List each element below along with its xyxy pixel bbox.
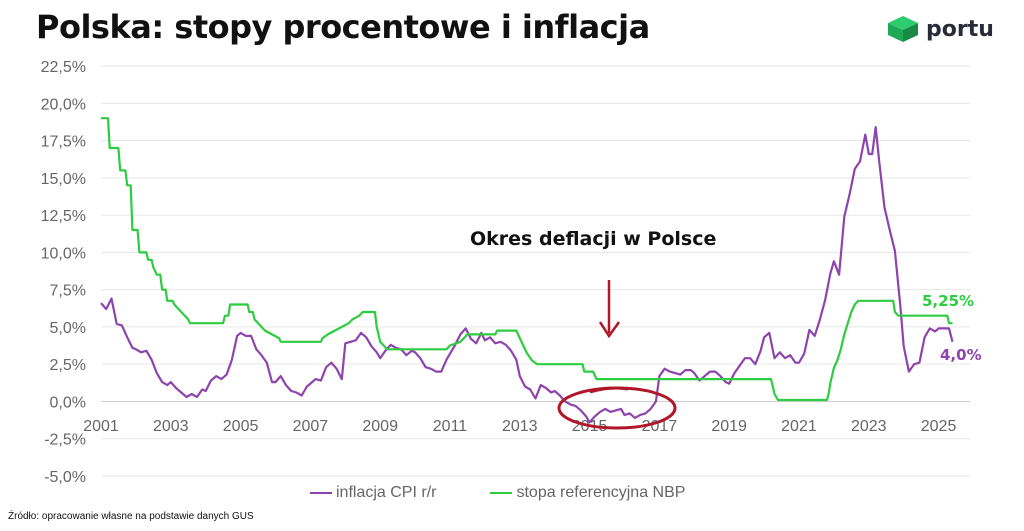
- x-tick-label: 2003: [153, 418, 189, 435]
- x-tick-label: 2001: [83, 418, 119, 435]
- x-tick-label: 2019: [711, 418, 747, 435]
- series-line-rate: [101, 117, 953, 402]
- x-axis: 2001 2003 2005 2007 2009 2011 2013 2015 2017 2019…: [83, 418, 956, 435]
- y-tick-label: 20,0%: [41, 96, 86, 113]
- x-tick-label: 2011: [433, 418, 468, 435]
- logo-text: portu: [926, 16, 994, 42]
- series-group: [100, 117, 954, 424]
- x-tick-label: 2017: [642, 418, 678, 435]
- annotation-text: Okres deflacji w Polsce: [470, 228, 716, 250]
- x-tick-label: 2013: [502, 418, 538, 435]
- x-tick-label: 2009: [362, 418, 398, 435]
- legend-label-cpi: inflacja CPI r/r: [336, 484, 437, 501]
- deflation-arrow-head: [598, 321, 621, 339]
- deflation-circle-tail: [589, 386, 629, 394]
- series-line-cpi: [100, 126, 954, 424]
- page-title: Polska: stopy procentowe i inflacja: [36, 8, 650, 46]
- y-tick-label: 17,5%: [41, 134, 86, 151]
- legend: inflacja CPI r/r stopa referencyjna NBP: [310, 484, 685, 502]
- cpi-end-label: 4,0%: [940, 346, 982, 364]
- y-tick-label: 15,0%: [41, 171, 86, 188]
- y-axis: 22,5% 20,0% 17,5% 15,0% 12,5% 10,0% 7,5% 5,0% 2,…: [41, 59, 86, 486]
- y-tick-label: 2,5%: [50, 357, 86, 374]
- y-tick-label: 5,0%: [50, 320, 86, 337]
- legend-swatch-cpi: [310, 492, 332, 494]
- x-tick-label: 2023: [851, 418, 887, 435]
- y-tick-label: -2,5%: [44, 432, 86, 449]
- legend-item-rate: stopa referencyjna NBP: [490, 484, 685, 502]
- y-tick-label: 22,5%: [41, 59, 86, 76]
- cube-icon: [888, 16, 918, 42]
- rate-end-label: 5,25%: [922, 292, 974, 310]
- legend-item-cpi: inflacja CPI r/r: [310, 484, 436, 502]
- y-tick-label: 0,0%: [50, 394, 86, 411]
- x-tick-label: 2025: [921, 418, 957, 435]
- y-tick-label: 12,5%: [41, 208, 86, 225]
- legend-label-rate: stopa referencyjna NBP: [516, 484, 686, 501]
- y-tick-label: -5,0%: [44, 469, 86, 486]
- source-note: Źródło: opracowanie własne na podstawie …: [8, 511, 254, 522]
- logo: portu: [886, 14, 994, 44]
- y-tick-label: 7,5%: [50, 283, 86, 300]
- y-tick-label: 10,0%: [41, 245, 86, 262]
- x-tick-label: 2021: [781, 418, 817, 435]
- x-tick-label: 2005: [223, 418, 259, 435]
- x-tick-label: 2007: [293, 418, 329, 435]
- legend-swatch-rate: [490, 492, 513, 494]
